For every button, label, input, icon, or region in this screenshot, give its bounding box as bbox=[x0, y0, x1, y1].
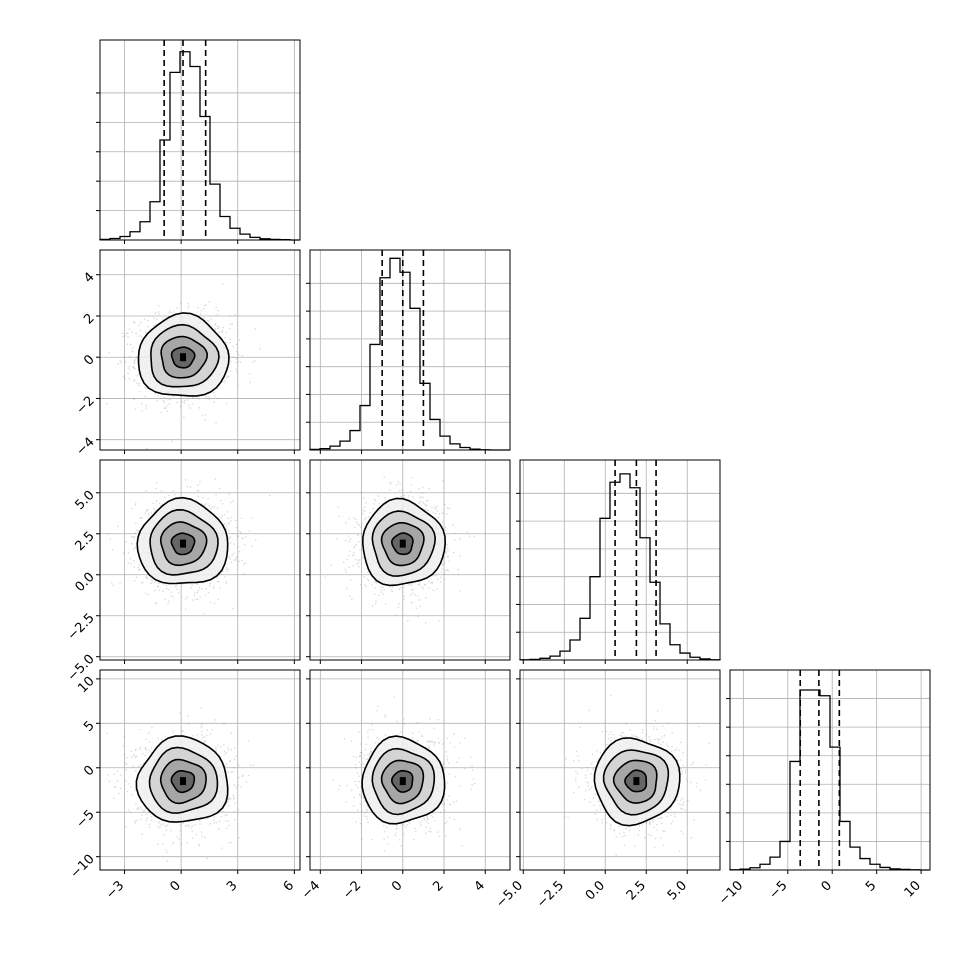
panel-frame bbox=[519, 669, 721, 871]
contour-line-0 bbox=[593, 737, 681, 827]
contour-line-1 bbox=[371, 747, 436, 816]
scatter-panel-1-2 bbox=[306, 459, 511, 664]
histogram-panel-2 bbox=[516, 459, 721, 664]
density-layer bbox=[324, 476, 475, 624]
x-tick-label: 6 bbox=[281, 878, 297, 894]
scatter-panel-0-2 bbox=[96, 459, 301, 664]
contour-line-2 bbox=[159, 758, 207, 805]
contour-line-3 bbox=[390, 769, 414, 793]
density-layer bbox=[106, 478, 271, 615]
histogram-panel-3 bbox=[726, 669, 931, 874]
scatter-points bbox=[106, 478, 271, 615]
x-tick-label: −2 bbox=[340, 878, 364, 902]
y-tick-label: −10 bbox=[68, 852, 98, 882]
y-tick-label: 4 bbox=[81, 270, 97, 286]
contour-line-0 bbox=[137, 312, 230, 397]
y-tick-label: 5.0 bbox=[72, 488, 97, 513]
contour-line-0 bbox=[136, 496, 229, 585]
contour-line-1 bbox=[371, 510, 437, 577]
scatter-panel-0-1 bbox=[96, 249, 301, 454]
contour-line-0 bbox=[361, 735, 446, 825]
x-tick-label: 10 bbox=[902, 878, 924, 900]
mode-marker bbox=[180, 539, 187, 548]
x-tick-label: 2.5 bbox=[624, 878, 649, 903]
panel-frame bbox=[309, 249, 511, 451]
contour-line-1 bbox=[602, 749, 670, 816]
y-tick-label: −4 bbox=[73, 435, 97, 459]
density-layer bbox=[564, 694, 710, 856]
x-tick-label: −10 bbox=[716, 878, 746, 908]
x-tick-label: 4 bbox=[472, 878, 488, 894]
y-tick-label: 0 bbox=[81, 352, 97, 368]
contour-line-1 bbox=[150, 323, 220, 388]
panel-frame bbox=[99, 669, 301, 871]
x-tick-label: 2 bbox=[430, 878, 446, 894]
panel-frame bbox=[729, 669, 931, 871]
mode-marker bbox=[399, 777, 406, 786]
y-tick-label: −5 bbox=[73, 807, 97, 831]
x-tick-label: 5.0 bbox=[665, 878, 690, 903]
y-tick-label: −2 bbox=[73, 394, 97, 418]
mode-marker bbox=[180, 777, 187, 786]
x-tick-label: 0 bbox=[819, 878, 835, 894]
histogram-panel-0 bbox=[96, 39, 301, 244]
x-tick-label: −5.0 bbox=[493, 878, 526, 911]
contour-line-1 bbox=[149, 508, 219, 576]
contour-line-2 bbox=[159, 521, 208, 567]
x-tick-label: 5 bbox=[863, 878, 879, 894]
y-tick-label: 0 bbox=[81, 763, 97, 779]
contour-line-2 bbox=[380, 522, 425, 567]
panel-frame bbox=[99, 459, 301, 661]
x-tick-label: 0.0 bbox=[583, 878, 608, 903]
panel-frame bbox=[309, 669, 511, 871]
mode-marker bbox=[399, 539, 406, 548]
scatter-panel-0-3 bbox=[96, 669, 301, 874]
histogram-step bbox=[99, 51, 300, 241]
density-layer bbox=[106, 707, 255, 862]
contour-line-3 bbox=[624, 769, 648, 793]
y-tick-label: 5 bbox=[81, 718, 97, 734]
mode-marker bbox=[633, 777, 640, 786]
mode-marker bbox=[180, 353, 187, 362]
panel-frame bbox=[309, 459, 511, 661]
histogram-step bbox=[519, 473, 721, 661]
x-tick-label: 0 bbox=[389, 878, 405, 894]
scatter-panel-1-3 bbox=[306, 669, 511, 874]
panel-frame bbox=[519, 459, 721, 661]
y-tick-label: 0.0 bbox=[72, 570, 97, 595]
y-tick-label: −2.5 bbox=[65, 611, 98, 644]
y-tick-label: 2.5 bbox=[72, 529, 97, 554]
contour-line-3 bbox=[170, 532, 196, 556]
panel-frame bbox=[99, 39, 301, 241]
panel-frame bbox=[99, 249, 301, 451]
x-tick-label: 0 bbox=[167, 878, 183, 894]
contour-line-0 bbox=[361, 497, 447, 587]
x-tick-label: −2.5 bbox=[534, 878, 567, 911]
contour-line-2 bbox=[160, 335, 209, 379]
contour-line-2 bbox=[612, 759, 658, 804]
x-tick-label: −3 bbox=[103, 878, 127, 902]
contour-line-3 bbox=[170, 769, 196, 794]
contour-line-0 bbox=[135, 735, 229, 823]
contour-line-1 bbox=[148, 746, 219, 814]
density-layer bbox=[332, 696, 476, 852]
contour-line-2 bbox=[380, 759, 425, 805]
histogram-step bbox=[729, 689, 930, 871]
histogram-step bbox=[309, 257, 510, 451]
y-tick-label: 2 bbox=[81, 311, 97, 327]
x-tick-label: −5 bbox=[766, 878, 790, 902]
x-tick-label: −4 bbox=[299, 878, 323, 902]
histogram-panel-1 bbox=[306, 249, 511, 454]
contour-line-3 bbox=[390, 532, 414, 556]
contour-line-3 bbox=[170, 346, 196, 369]
density-layer bbox=[106, 283, 261, 450]
scatter-points bbox=[106, 707, 255, 862]
scatter-panel-2-3 bbox=[516, 669, 721, 874]
x-tick-label: 3 bbox=[224, 878, 240, 894]
